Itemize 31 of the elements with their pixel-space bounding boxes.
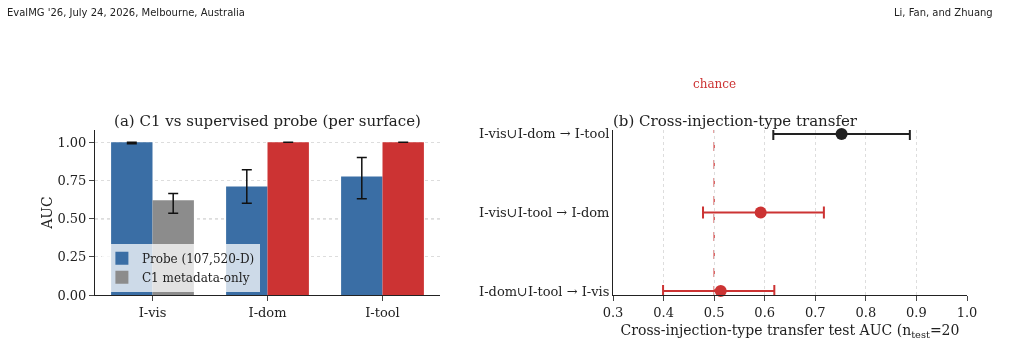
bar [267,142,309,295]
legend-label: Probe (107,520-D) [141,251,255,266]
chart-title: (b) Cross-injection-type transfer [613,112,858,130]
ref-line-label: chance [693,77,737,91]
x-tick-label: I-vis [138,304,167,320]
bar [382,142,424,295]
y-axis-title: AUC [39,196,56,230]
x-tick-label: 0.4 [653,304,674,320]
bar [341,176,383,295]
text: EvalMG '26, July 24, 2026, Melbourne, Australia [7,7,245,18]
y-tick-label: 0.50 [57,211,87,227]
chart-title: (a) C1 vs supervised probe (per surface) [114,112,421,130]
x-tick-label: 0.8 [855,304,877,320]
x-tick-label: 0.7 [804,304,826,320]
y-tick-label: 0.25 [57,249,87,265]
y-tick-label: 1.00 [57,134,87,150]
y-tick-label: 0.00 [57,287,87,303]
x-axis-title: Cross-injection-type transfer test AUC (n$_{test}$=20 [620,321,960,340]
x-tick-label: 0.5 [703,304,725,320]
legend-label: C1 metadata-only [141,270,250,285]
x-tick-label: 0.6 [754,304,776,320]
x-tick-label: 0.9 [906,304,927,320]
x-tick-label: 1.0 [956,304,978,320]
y-tick-label: I-vis∪I-dom → I-tool [479,126,610,142]
x-tick-label: I-tool [365,304,400,320]
y-tick-label: 0.75 [57,172,87,188]
x-tick-label: I-dom [248,304,287,320]
y-tick-label: I-vis∪I-tool → I-dom [479,205,610,221]
x-tick-label: 0.3 [602,304,624,320]
text: Li, Fan, and Zhuang [894,7,993,18]
y-tick-label: I-dom∪I-tool → I-vis [479,283,610,299]
